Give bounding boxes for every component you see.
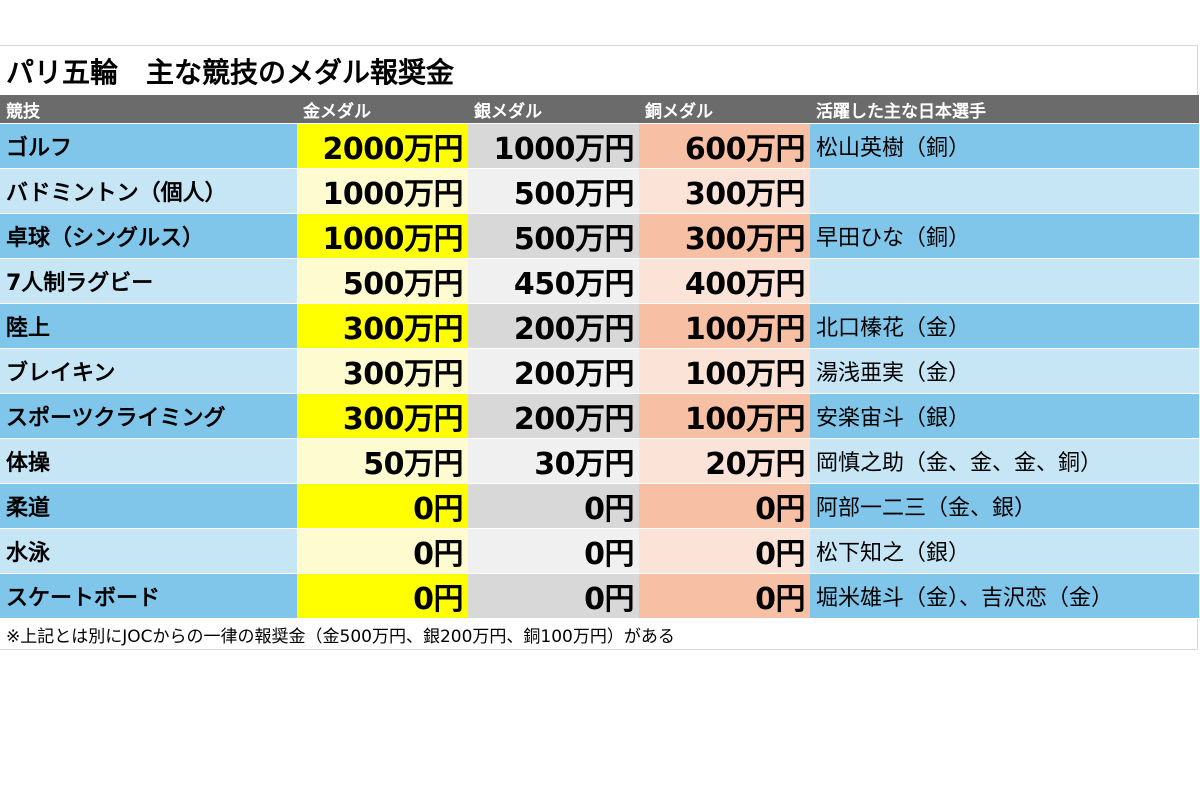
bronze-amount-cell: 300万円 [639,213,810,259]
table-row: 水泳 0円 0円 0円 松下知之（銀） [0,528,1199,574]
athletes-cell: 岡慎之助（金、金、金、銅） [810,438,1199,484]
silver-amount-cell: 500万円 [468,213,639,259]
event-cell: バドミントン（個人） [0,168,297,214]
athletes-cell [810,168,1199,214]
athletes-cell: 堀米雄斗（金）、吉沢恋（金） [810,573,1199,619]
event-cell: 体操 [0,438,297,484]
medal-reward-table: 競技 金メダル 銀メダル 銅メダル 活躍した主な日本選手 ゴルフ 2000万円 … [0,95,1199,619]
silver-amount-cell: 0円 [468,483,639,529]
gold-amount-cell: 300万円 [297,393,468,439]
event-cell: 7人制ラグビー [0,258,297,304]
header-silver: 銀メダル [468,95,639,124]
silver-amount-cell: 500万円 [468,168,639,214]
athletes-cell: 松山英樹（銅） [810,123,1199,169]
gold-amount-cell: 1000万円 [297,213,468,259]
silver-amount-cell: 200万円 [468,348,639,394]
event-cell: スケートボード [0,573,297,619]
athletes-cell: 早田ひな（銅） [810,213,1199,259]
athletes-cell: 湯浅亜実（金） [810,348,1199,394]
gold-amount-cell: 0円 [297,528,468,574]
table-row: ブレイキン 300万円 200万円 100万円 湯浅亜実（金） [0,348,1199,394]
table-row: 陸上 300万円 200万円 100万円 北口榛花（金） [0,303,1199,349]
table-row: ゴルフ 2000万円 1000万円 600万円 松山英樹（銅） [0,123,1199,169]
footnote: ※上記とは別にJOCからの一律の報奨金（金500万円、銀200万円、銅100万円… [6,627,675,647]
header-gold: 金メダル [297,95,468,124]
silver-amount-cell: 0円 [468,573,639,619]
event-cell: 卓球（シングルス） [0,213,297,259]
gold-amount-cell: 300万円 [297,348,468,394]
event-cell: 水泳 [0,528,297,574]
event-cell: ゴルフ [0,123,297,169]
gold-amount-cell: 1000万円 [297,168,468,214]
silver-amount-cell: 450万円 [468,258,639,304]
gold-amount-cell: 50万円 [297,438,468,484]
bronze-amount-cell: 600万円 [639,123,810,169]
bronze-amount-cell: 0円 [639,483,810,529]
bronze-amount-cell: 300万円 [639,168,810,214]
bronze-amount-cell: 0円 [639,528,810,574]
table-header-row: 競技 金メダル 銀メダル 銅メダル 活躍した主な日本選手 [0,95,1199,124]
event-cell: 柔道 [0,483,297,529]
gold-amount-cell: 0円 [297,483,468,529]
event-cell: ブレイキン [0,348,297,394]
bronze-amount-cell: 100万円 [639,303,810,349]
bronze-amount-cell: 100万円 [639,393,810,439]
silver-amount-cell: 30万円 [468,438,639,484]
bronze-amount-cell: 0円 [639,573,810,619]
athletes-cell: 松下知之（銀） [810,528,1199,574]
athletes-cell: 北口榛花（金） [810,303,1199,349]
gold-amount-cell: 300万円 [297,303,468,349]
header-bronze: 銅メダル [639,95,810,124]
silver-amount-cell: 1000万円 [468,123,639,169]
silver-amount-cell: 200万円 [468,303,639,349]
event-cell: スポーツクライミング [0,393,297,439]
table-row: スポーツクライミング 300万円 200万円 100万円 安楽宙斗（銀） [0,393,1199,439]
gold-amount-cell: 0円 [297,573,468,619]
athletes-cell [810,258,1199,304]
athletes-cell: 阿部一二三（金、銀） [810,483,1199,529]
table-row: 体操 50万円 30万円 20万円 岡慎之助（金、金、金、銅） [0,438,1199,484]
gold-amount-cell: 2000万円 [297,123,468,169]
header-athletes: 活躍した主な日本選手 [810,95,1199,124]
event-cell: 陸上 [0,303,297,349]
athletes-cell: 安楽宙斗（銀） [810,393,1199,439]
table-row: スケートボード 0円 0円 0円 堀米雄斗（金）、吉沢恋（金） [0,573,1199,619]
table-row: 柔道 0円 0円 0円 阿部一二三（金、銀） [0,483,1199,529]
silver-amount-cell: 0円 [468,528,639,574]
table-row: 卓球（シングルス） 1000万円 500万円 300万円 早田ひな（銅） [0,213,1199,259]
bronze-amount-cell: 400万円 [639,258,810,304]
document-title: パリ五輪 主な競技のメダル報奨金 [6,56,455,89]
silver-amount-cell: 200万円 [468,393,639,439]
header-event: 競技 [0,95,297,124]
bronze-amount-cell: 100万円 [639,348,810,394]
table-row: バドミントン（個人） 1000万円 500万円 300万円 [0,168,1199,214]
table-row: 7人制ラグビー 500万円 450万円 400万円 [0,258,1199,304]
gold-amount-cell: 500万円 [297,258,468,304]
bronze-amount-cell: 20万円 [639,438,810,484]
